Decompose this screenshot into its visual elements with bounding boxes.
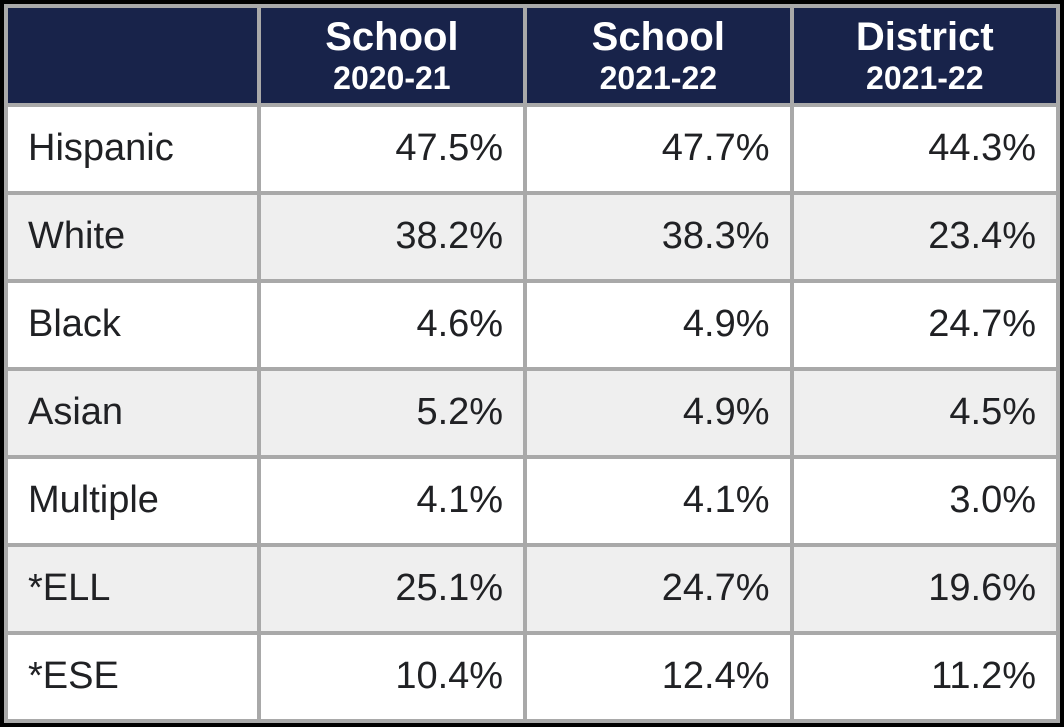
- cell-value: 47.5%: [261, 107, 523, 191]
- row-label: White: [8, 195, 257, 279]
- cell-value: 10.4%: [261, 635, 523, 719]
- cell-value: 24.7%: [794, 283, 1056, 367]
- table-body: Hispanic 47.5% 47.7% 44.3% White 38.2% 3…: [8, 107, 1056, 719]
- cell-value: 4.9%: [527, 371, 789, 455]
- cell-value: 4.6%: [261, 283, 523, 367]
- table-row: Multiple 4.1% 4.1% 3.0%: [8, 459, 1056, 543]
- cell-value: 25.1%: [261, 547, 523, 631]
- cell-value: 47.7%: [527, 107, 789, 191]
- cell-value: 4.5%: [794, 371, 1056, 455]
- cell-value: 4.9%: [527, 283, 789, 367]
- cell-value: 24.7%: [527, 547, 789, 631]
- row-label: *ESE: [8, 635, 257, 719]
- col-header-school-2021-22: School 2021-22: [527, 8, 789, 103]
- col-header-district-2021-22: District 2021-22: [794, 8, 1056, 103]
- col-header-line2: 2021-22: [802, 60, 1048, 97]
- table-row: White 38.2% 38.3% 23.4%: [8, 195, 1056, 279]
- row-label: Asian: [8, 371, 257, 455]
- cell-value: 3.0%: [794, 459, 1056, 543]
- cell-value: 4.1%: [261, 459, 523, 543]
- cell-value: 12.4%: [527, 635, 789, 719]
- table-row: *ESE 10.4% 12.4% 11.2%: [8, 635, 1056, 719]
- col-header-line1: School: [269, 14, 515, 60]
- col-header-line1: School: [535, 14, 781, 60]
- cell-value: 44.3%: [794, 107, 1056, 191]
- col-header-school-2020-21: School 2020-21: [261, 8, 523, 103]
- row-label: Hispanic: [8, 107, 257, 191]
- row-label: Black: [8, 283, 257, 367]
- col-header-blank: [8, 8, 257, 103]
- cell-value: 23.4%: [794, 195, 1056, 279]
- table-row: Hispanic 47.5% 47.7% 44.3%: [8, 107, 1056, 191]
- table-header-row: School 2020-21 School 2021-22 District 2…: [8, 8, 1056, 103]
- cell-value: 19.6%: [794, 547, 1056, 631]
- cell-value: 38.2%: [261, 195, 523, 279]
- table-row: *ELL 25.1% 24.7% 19.6%: [8, 547, 1056, 631]
- cell-value: 38.3%: [527, 195, 789, 279]
- col-header-line1: District: [802, 14, 1048, 60]
- table-row: Asian 5.2% 4.9% 4.5%: [8, 371, 1056, 455]
- row-label: *ELL: [8, 547, 257, 631]
- col-header-line2: 2020-21: [269, 60, 515, 97]
- cell-value: 4.1%: [527, 459, 789, 543]
- table-frame: School 2020-21 School 2021-22 District 2…: [0, 0, 1064, 727]
- cell-value: 5.2%: [261, 371, 523, 455]
- col-header-line2: 2021-22: [535, 60, 781, 97]
- row-label: Multiple: [8, 459, 257, 543]
- table-row: Black 4.6% 4.9% 24.7%: [8, 283, 1056, 367]
- cell-value: 11.2%: [794, 635, 1056, 719]
- demographics-table: School 2020-21 School 2021-22 District 2…: [4, 4, 1060, 723]
